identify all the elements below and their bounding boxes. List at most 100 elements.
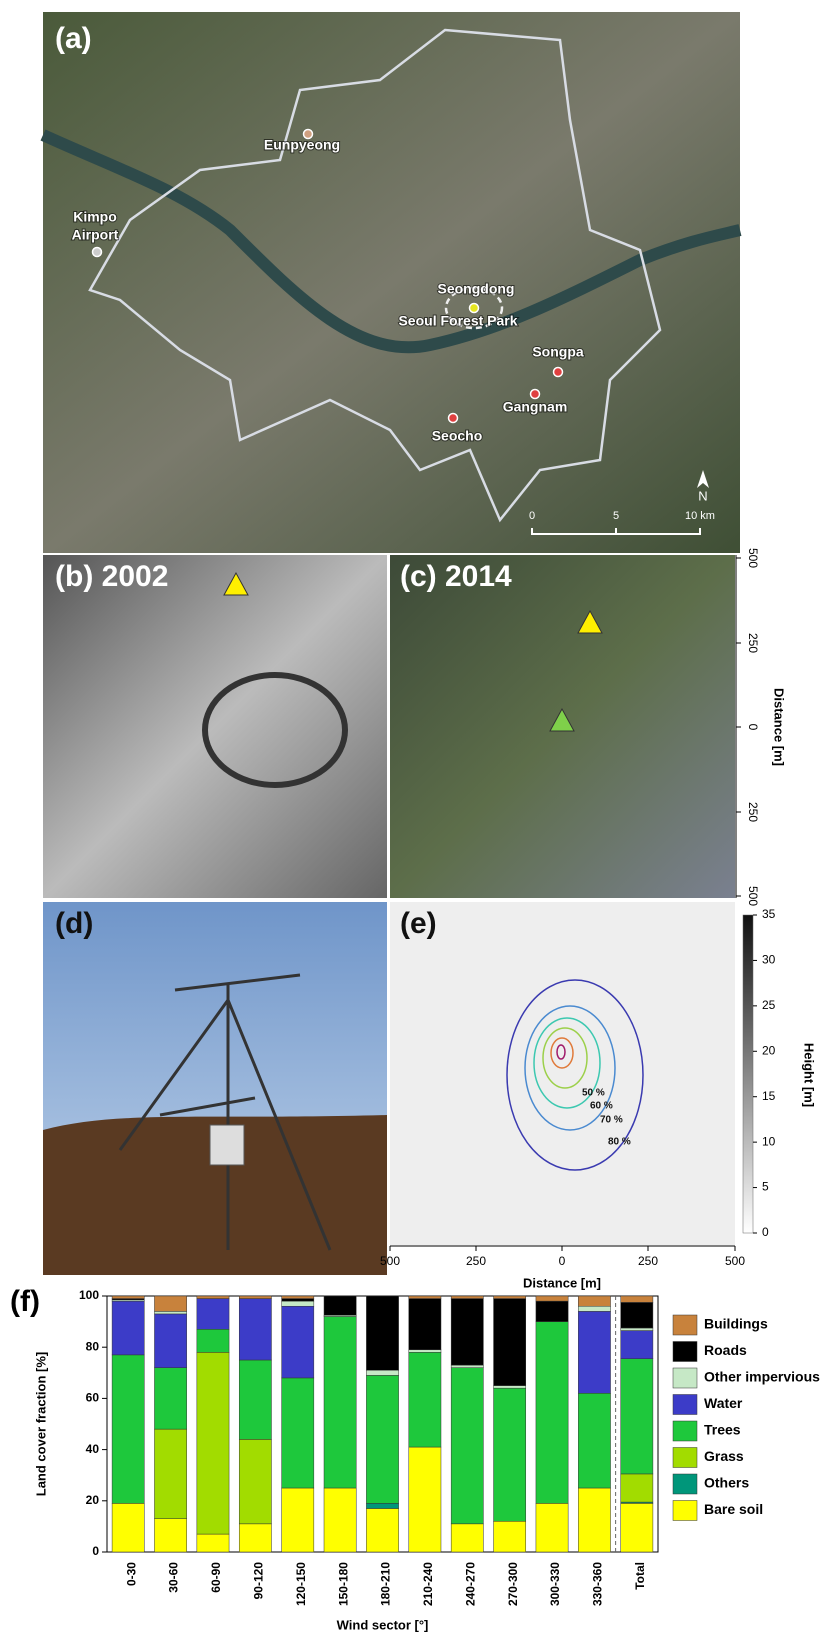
site-dot: [302, 128, 314, 140]
logger-box: [209, 1124, 245, 1166]
colorbar-tick-label: 25: [762, 998, 776, 1012]
contour: [524, 1005, 616, 1131]
bar-segment: [238, 1523, 272, 1553]
y-tick-label: 80: [86, 1339, 100, 1353]
y-tick-label: 20: [86, 1493, 100, 1507]
x-axis-title: Wind sector [°]: [337, 1617, 429, 1632]
colorbar-tick-label: 0: [762, 1225, 769, 1239]
x-tick-label: 500: [380, 1254, 400, 1268]
height-map: [390, 902, 735, 1245]
bar-segment: [111, 1354, 145, 1504]
bar-segment: [281, 1298, 315, 1302]
bar-segment: [154, 1313, 187, 1368]
x-tick-label: 250: [466, 1254, 486, 1268]
contour-label: 80 %: [608, 1137, 631, 1148]
legend-swatch: [672, 1341, 698, 1362]
colorbar-tick-label: 15: [762, 1089, 776, 1103]
y-axis-title: Land cover fraction [%]: [33, 1352, 48, 1496]
bar-segment: [535, 1300, 569, 1322]
bar-segment: [535, 1321, 569, 1504]
scale-bar: [531, 528, 701, 535]
bar-segment: [238, 1295, 272, 1299]
bar-segment: [281, 1377, 315, 1489]
contour-label: 70 %: [600, 1115, 623, 1126]
bar-segment: [620, 1330, 654, 1359]
bar-segment: [196, 1329, 230, 1353]
contour: [542, 1027, 588, 1089]
bar-segment: [366, 1508, 399, 1553]
legend-label: Grass: [704, 1448, 744, 1464]
bar-segment: [323, 1487, 357, 1553]
legend-label: Bare soil: [704, 1501, 763, 1517]
bar-segment: [408, 1295, 442, 1299]
legend-label: Other impervious: [704, 1369, 820, 1385]
x-tick-label: 300-330: [548, 1562, 562, 1606]
bar-segment: [408, 1446, 442, 1553]
site-dot: [468, 302, 480, 314]
x-tick-label: 30-60: [167, 1562, 181, 1593]
footprint: [506, 979, 644, 1171]
bar-segment: [366, 1503, 399, 1509]
legend-label: Trees: [704, 1422, 741, 1438]
x-tick-label: 60-90: [209, 1562, 223, 1593]
bar-segment: [154, 1367, 187, 1430]
bar-segment: [578, 1305, 611, 1312]
y-tick-label: 0: [746, 724, 760, 731]
map-background: [43, 12, 740, 553]
bar-segment: [281, 1305, 315, 1379]
panel-label: (b) 2002: [55, 560, 168, 593]
bar-segment: [578, 1311, 611, 1394]
bar-segment: [578, 1487, 611, 1553]
bar-segment: [493, 1295, 527, 1299]
panel-label: (f): [10, 1285, 40, 1318]
axis-title: Distance [m]: [772, 688, 787, 766]
y-tick-label: 500: [746, 886, 760, 906]
bar-segment: [620, 1302, 654, 1329]
place-label: Kimpo: [73, 209, 117, 225]
place-label: Airport: [72, 227, 119, 243]
bar-segment: [450, 1364, 484, 1368]
colorbar-tick-label: 30: [762, 953, 776, 967]
bar-segment: [620, 1295, 654, 1303]
site-marker: [223, 571, 249, 596]
x-tick-label: 270-300: [506, 1562, 520, 1606]
bar-segment: [366, 1375, 399, 1504]
legend-swatch: [672, 1367, 698, 1389]
y-tick-label: 60: [86, 1391, 100, 1405]
x-tick-label: 210-240: [421, 1562, 435, 1606]
y-tick-label: 40: [86, 1442, 100, 1456]
place-label: Seocho: [432, 428, 483, 444]
bar-segment: [450, 1295, 484, 1299]
contour-label: 60 %: [590, 1101, 613, 1112]
x-tick-label: Total: [633, 1562, 647, 1590]
axis-title: Distance [m]: [523, 1275, 601, 1290]
contour: [506, 979, 644, 1171]
contour: [556, 1044, 566, 1060]
bar-segment: [450, 1367, 484, 1525]
bar-segment: [408, 1349, 442, 1353]
river: [40, 129, 742, 354]
bar-segment: [323, 1316, 357, 1489]
panel-label: (d): [55, 907, 93, 940]
trees: [43, 1115, 387, 1275]
bar-segment: [281, 1487, 315, 1553]
y-tick-label: 250: [746, 633, 760, 653]
legend-swatch: [672, 1500, 698, 1521]
bar-segment: [196, 1533, 230, 1553]
site-dot: [447, 412, 459, 424]
x-tick-label: 0-30: [124, 1562, 138, 1586]
place-label: Seongdong: [438, 281, 515, 297]
panel-label: (e): [400, 907, 437, 940]
bar-segment: [281, 1295, 315, 1299]
x-tick-label: 180-210: [379, 1562, 393, 1606]
bar-segment: [154, 1311, 187, 1315]
bar-segment: [620, 1327, 654, 1331]
place-label: Gangnam: [503, 399, 568, 415]
x-tick-label: 90-120: [252, 1562, 266, 1600]
colorbar-title: Height [m]: [802, 1043, 817, 1107]
north-arrow: [697, 470, 709, 488]
bar-segment: [493, 1298, 527, 1386]
bar-segment: [111, 1503, 145, 1553]
